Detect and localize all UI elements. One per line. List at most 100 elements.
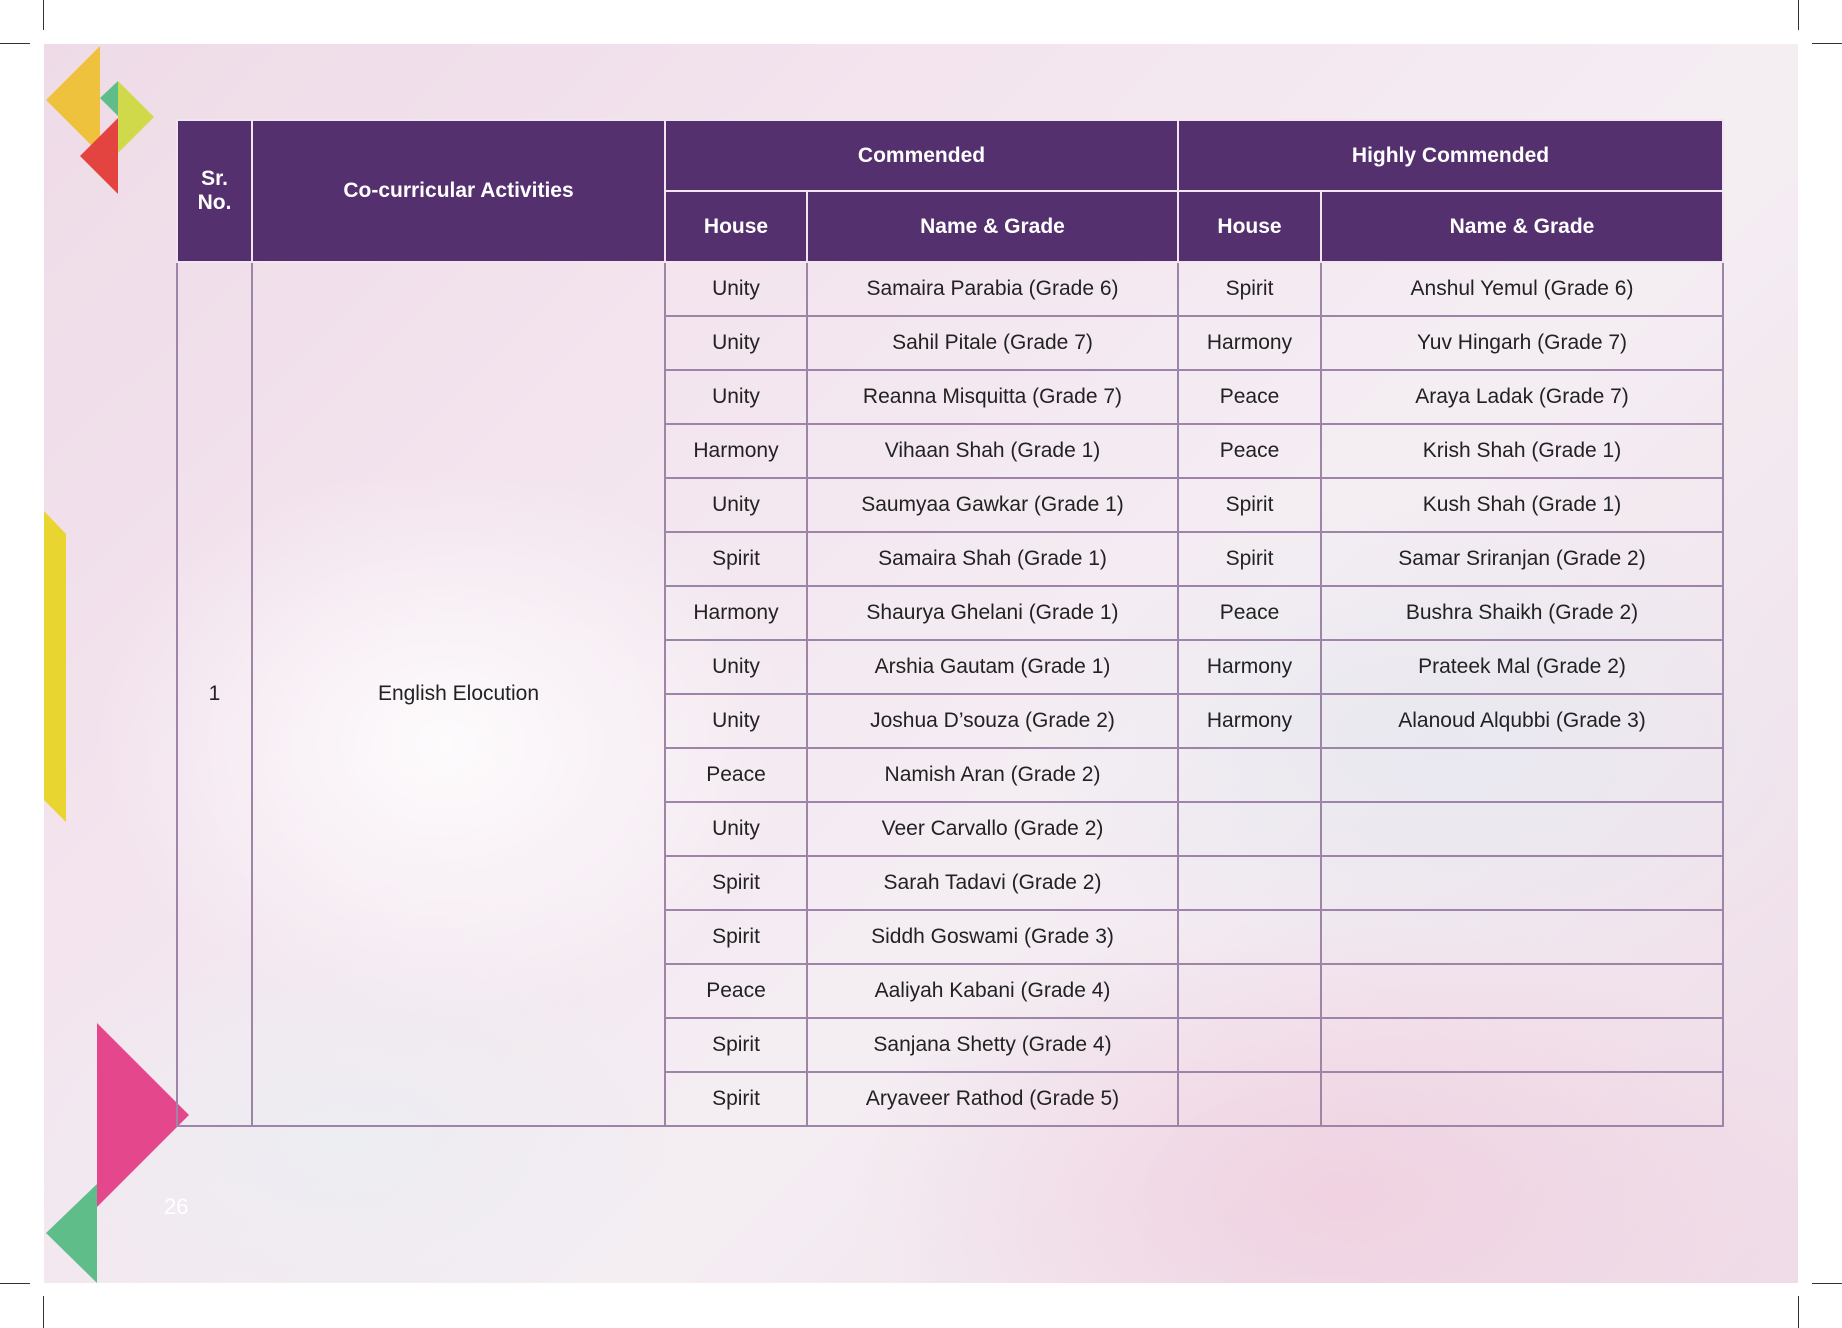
commended-name-grade-cell: Samaira Shah (Grade 1) [806,531,1179,587]
commended-house-cell: Spirit [664,1017,808,1073]
highly-commended-name-grade-cell [1320,963,1724,1019]
table-row: Peace Aaliyah Kabani (Grade 4) [177,963,1724,1019]
commended-house-cell: Harmony [664,585,808,641]
highly-commended-house-cell: Peace [1177,585,1322,641]
highly-commended-name-grade-cell: Yuv Hingarh (Grade 7) [1320,315,1724,371]
green-triangle-icon [46,1184,97,1283]
highly-commended-house-cell [1177,801,1322,857]
crop-mark [1812,43,1842,44]
commended-house-cell: Unity [664,639,808,695]
table-row: Unity Saumyaa Gawkar (Grade 1) Spirit Kush … [177,477,1724,533]
table-row: Unity Joshua D’souza (Grade 2) Harmony Alan… [177,693,1724,749]
crop-mark [1798,1296,1799,1328]
crop-mark [43,1296,44,1328]
header-highly-commended: Highly Commended [1177,119,1724,192]
commended-name-grade-cell: Arshia Gautam (Grade 1) [806,639,1179,695]
sr-no-cell: 1 [176,261,253,1127]
header-name-grade: Name & Grade [1320,190,1724,263]
highly-commended-house-cell [1177,747,1322,803]
highly-commended-house-cell [1177,963,1322,1019]
table-row: Harmony Shaurya Ghelani (Grade 1) Peace Bus… [177,585,1724,641]
commended-house-cell: Spirit [664,531,808,587]
header-sr-no: Sr. No. [176,119,253,263]
table-row: Spirit Siddh Goswami (Grade 3) [177,909,1724,965]
table-row: Unity Arshia Gautam (Grade 1) Harmony Prate… [177,639,1724,695]
table-row: Spirit Sarah Tadavi (Grade 2) [177,855,1724,911]
highly-commended-name-grade-cell [1320,855,1724,911]
table-row: Spirit Aryaveer Rathod (Grade 5) [177,1071,1724,1127]
commended-house-cell: Spirit [664,1071,808,1127]
commended-name-grade-cell: Sahil Pitale (Grade 7) [806,315,1179,371]
highly-commended-name-grade-cell: Alanoud Alqubbi (Grade 3) [1320,693,1724,749]
table-row: Spirit Sanjana Shetty (Grade 4) [177,1017,1724,1073]
activity-cell: English Elocution [251,261,666,1127]
page-number: 26 [164,1194,189,1219]
commended-house-cell: Peace [664,747,808,803]
header-house: House [1177,190,1322,263]
commended-name-grade-cell: Shaurya Ghelani (Grade 1) [806,585,1179,641]
header-commended: Commended [664,119,1179,192]
highly-commended-house-cell: Peace [1177,423,1322,479]
highly-commended-house-cell [1177,1017,1322,1073]
awards-table: Sr. No. Co-curricular Activities Commend… [176,119,1724,1127]
crop-mark [1812,1283,1842,1284]
commended-name-grade-cell: Saumyaa Gawkar (Grade 1) [806,477,1179,533]
highly-commended-house-cell: Peace [1177,369,1322,425]
highly-commended-name-grade-cell: Araya Ladak (Grade 7) [1320,369,1724,425]
highly-commended-name-grade-cell [1320,1071,1724,1127]
commended-name-grade-cell: Vihaan Shah (Grade 1) [806,423,1179,479]
header-house: House [664,190,808,263]
highly-commended-house-cell [1177,909,1322,965]
highly-commended-name-grade-cell: Prateek Mal (Grade 2) [1320,639,1724,695]
highly-commended-name-grade-cell [1320,1017,1724,1073]
commended-name-grade-cell: Joshua D’souza (Grade 2) [806,693,1179,749]
highly-commended-name-grade-cell: Kush Shah (Grade 1) [1320,477,1724,533]
highly-commended-name-grade-cell [1320,801,1724,857]
commended-name-grade-cell: Aryaveer Rathod (Grade 5) [806,1071,1179,1127]
highly-commended-house-cell [1177,1071,1322,1127]
crop-mark [43,0,44,30]
commended-house-cell: Unity [664,477,808,533]
commended-name-grade-cell: Sanjana Shetty (Grade 4) [806,1017,1179,1073]
highly-commended-name-grade-cell: Krish Shah (Grade 1) [1320,423,1724,479]
highly-commended-name-grade-cell: Bushra Shaikh (Grade 2) [1320,585,1724,641]
highly-commended-house-cell [1177,855,1322,911]
header-name-grade: Name & Grade [806,190,1179,263]
commended-house-cell: Spirit [664,909,808,965]
crop-mark [1798,0,1799,30]
yellow-side-bar-icon [44,511,66,822]
lime-triangle-icon [118,81,154,153]
commended-house-cell: Spirit [664,855,808,911]
highly-commended-house-cell: Spirit [1177,477,1322,533]
commended-house-cell: Unity [664,261,808,317]
commended-house-cell: Unity [664,315,808,371]
commended-house-cell: Harmony [664,423,808,479]
highly-commended-name-grade-cell [1320,909,1724,965]
table-row: Unity Veer Carvallo (Grade 2) [177,801,1724,857]
highly-commended-name-grade-cell [1320,747,1724,803]
commended-name-grade-cell: Namish Aran (Grade 2) [806,747,1179,803]
decorative-shapes [44,46,189,1283]
pink-triangle-icon [97,1023,189,1207]
table-row: 1 English Elocution Unity Samaira Parabia (… [176,261,1724,1127]
green-triangle-icon [100,81,118,116]
highly-commended-house-cell: Spirit [1177,531,1322,587]
highly-commended-house-cell: Spirit [1177,261,1322,317]
table-row: Unity Reanna Misquitta (Grade 7) Peace Aray… [177,369,1724,425]
highly-commended-house-cell: Harmony [1177,639,1322,695]
commended-house-cell: Unity [664,369,808,425]
highly-commended-name-grade-cell: Samar Sriranjan (Grade 2) [1320,531,1724,587]
table-row: Spirit Samaira Shah (Grade 1) Spirit Samar … [177,531,1724,587]
commended-name-grade-cell: Veer Carvallo (Grade 2) [806,801,1179,857]
header-activity: Co-curricular Activities [251,119,666,263]
highly-commended-name-grade-cell: Anshul Yemul (Grade 6) [1320,261,1724,317]
crop-mark [0,43,30,44]
commended-name-grade-cell: Reanna Misquitta (Grade 7) [806,369,1179,425]
crop-mark [0,1283,30,1284]
commended-name-grade-cell: Samaira Parabia (Grade 6) [806,261,1179,317]
red-triangle-icon [80,118,118,194]
commended-house-cell: Peace [664,963,808,1019]
commended-name-grade-cell: Siddh Goswami (Grade 3) [806,909,1179,965]
table-row: Harmony Vihaan Shah (Grade 1) Peace Krish S… [177,423,1724,479]
table-row: Unity Sahil Pitale (Grade 7) Harmony Yuv Hi… [177,315,1724,371]
